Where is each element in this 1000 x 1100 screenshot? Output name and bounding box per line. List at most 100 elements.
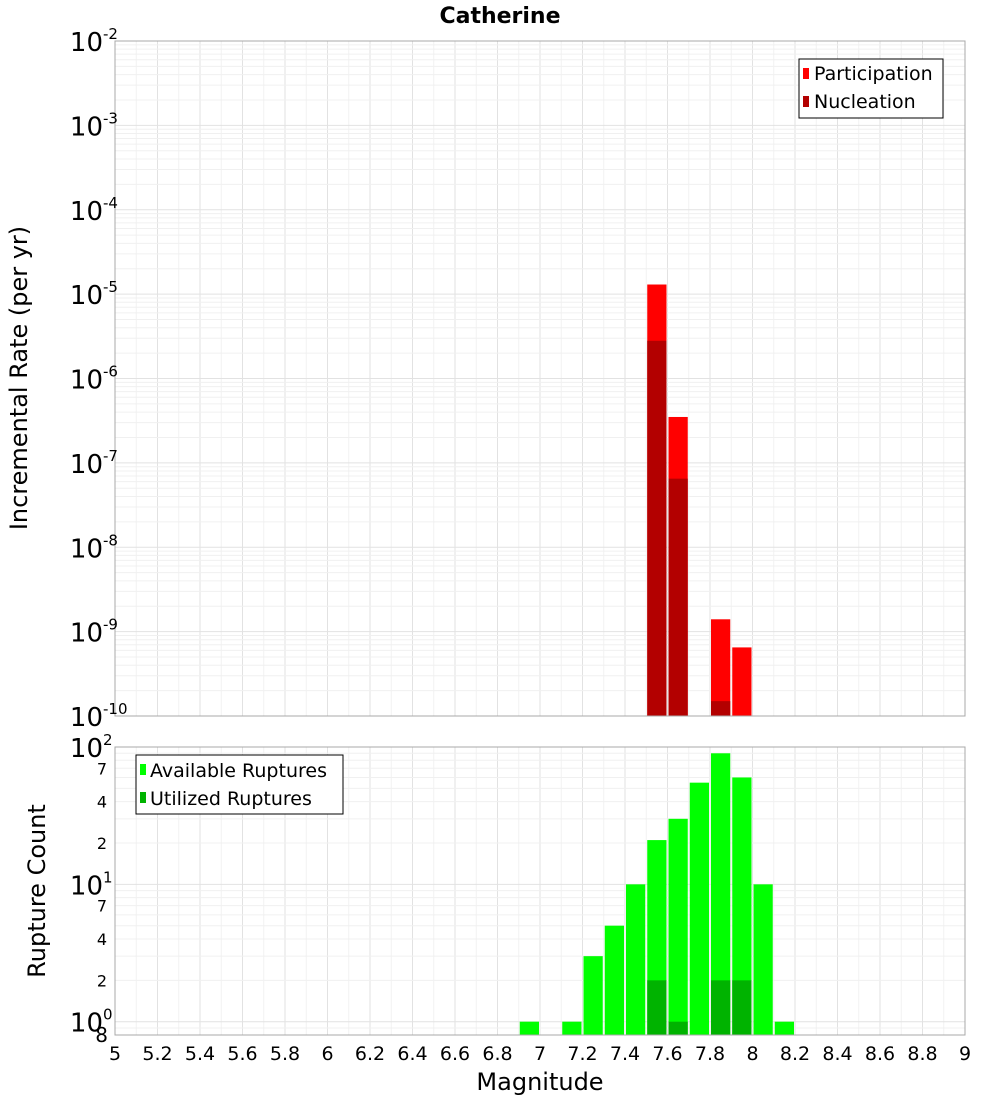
count-legend-box (135, 754, 344, 815)
utilized-bar (732, 980, 752, 1035)
rate-y-tick: 10 -5 (70, 278, 118, 311)
available-bar (562, 1021, 582, 1035)
rate-y-tick-exp: -4 (103, 194, 118, 212)
available-bar (753, 884, 773, 1035)
available-bar (732, 777, 752, 1035)
rate-y-tick-exp: -2 (103, 25, 118, 43)
rate-plot-frame (114, 40, 966, 717)
x-tick-label: 7.4 (610, 1043, 640, 1065)
rate-y-tick: 10 -2 (70, 25, 118, 58)
nucleation-bar (711, 701, 731, 716)
rate-plot-bars (647, 284, 752, 716)
count-plot-legend: Available Ruptures Utilized Ruptures (135, 754, 344, 815)
count-y-tick-exp: 1 (103, 868, 113, 886)
utilized-swatch (140, 792, 146, 803)
rate-legend-box (798, 58, 944, 119)
count-y-tick: 10 0 (70, 1006, 113, 1039)
count-plot-grid (114, 746, 966, 1036)
available-legend-label: Available Ruptures (150, 760, 327, 782)
count-plot-xlabel: Magnitude (476, 1068, 603, 1096)
rate-y-tick-base: 10 (70, 534, 103, 564)
x-tick-label: 7.6 (652, 1043, 682, 1065)
participation-legend-label: Participation (814, 63, 933, 85)
count-y-tick-exp: 2 (103, 731, 113, 749)
utilized-bar (647, 980, 667, 1035)
participation-bar (711, 619, 731, 716)
rate-y-tick-base: 10 (70, 281, 103, 311)
rate-y-tick-exp: -5 (103, 278, 118, 296)
rate-y-tick: 10 -4 (70, 194, 118, 227)
rate-plot-ylabel: Incremental Rate (per yr) (5, 226, 33, 530)
rate-plot-grid (114, 41, 966, 717)
rate-y-tick: 10 -9 (70, 616, 118, 649)
x-tick-label: 8.2 (780, 1043, 810, 1065)
nucleation-legend-label: Nucleation (814, 91, 916, 113)
available-bar (626, 884, 646, 1035)
count-y-minor-label: 8 (95, 1023, 108, 1047)
x-tick-label: 6 (321, 1043, 333, 1065)
count-y-tick: 10 1 (70, 868, 113, 901)
available-bar (604, 925, 624, 1035)
rate-y-tick: 10 -6 (70, 363, 118, 396)
x-tick-label: 5.2 (142, 1043, 172, 1065)
rate-y-tick-base: 10 (70, 197, 103, 227)
available-bar (689, 782, 709, 1035)
rate-y-tick-base: 10 (70, 112, 103, 142)
available-bar (711, 753, 731, 1035)
rate-y-tick-exp: -10 (103, 700, 128, 718)
utilized-bar (668, 1021, 688, 1035)
rate-y-tick-base: 10 (70, 619, 103, 649)
x-tick-label: 8 (746, 1043, 758, 1065)
available-bar (668, 818, 688, 1035)
participation-swatch (803, 68, 809, 79)
rate-y-tick: 10 -3 (70, 109, 118, 142)
available-bar (519, 1021, 539, 1035)
nucleation-bar (668, 478, 688, 716)
count-y-tick-base: 10 (70, 734, 103, 764)
x-tick-label: 8.6 (865, 1043, 895, 1065)
x-tick-label: 6.2 (355, 1043, 385, 1065)
chart-title: Catherine (439, 4, 560, 29)
rate-y-tick: 10 -7 (70, 447, 118, 480)
x-tick-label: 9 (959, 1043, 971, 1065)
x-tick-label: 5.8 (270, 1043, 300, 1065)
x-tick-label: 6.4 (397, 1043, 427, 1065)
rate-plot-y-ticks: 10-210-310-410-510-610-710-810-910-10 (70, 25, 128, 733)
count-y-tick-base: 10 (70, 871, 103, 901)
nucleation-swatch (803, 96, 809, 107)
rate-plot-legend: Participation Nucleation (798, 58, 944, 119)
utilized-bar (711, 980, 731, 1035)
count-plot-ylabel: Rupture Count (23, 804, 51, 978)
available-bar (774, 1021, 794, 1035)
available-swatch (140, 764, 146, 775)
count-y-minor-label: 4 (97, 930, 107, 949)
x-tick-label: 6.8 (482, 1043, 512, 1065)
available-bar (583, 956, 603, 1035)
nucleation-bar (647, 340, 667, 716)
x-tick-label: 8.4 (822, 1043, 852, 1065)
count-y-tick-exp: 0 (103, 1006, 113, 1024)
count-y-minor-label: 2 (97, 834, 107, 853)
rate-y-tick-exp: -6 (103, 363, 118, 381)
utilized-legend-label: Utilized Ruptures (150, 788, 312, 810)
count-y-tick-base: 10 (70, 1009, 103, 1039)
rate-y-tick: 10 -8 (70, 531, 118, 564)
count-y-minor-label: 2 (97, 971, 107, 990)
rate-y-tick-base: 10 (70, 703, 103, 733)
count-y-minor-label: 7 (97, 759, 107, 778)
rate-y-tick-base: 10 (70, 366, 103, 396)
rate-plot: 10-210-310-410-510-610-710-810-910-10 In… (5, 25, 966, 733)
rate-y-tick-exp: -8 (103, 531, 118, 549)
participation-bar (732, 647, 752, 716)
x-tick-label: 6.6 (440, 1043, 470, 1065)
rate-y-tick-base: 10 (70, 450, 103, 480)
x-tick-label: 5.6 (227, 1043, 257, 1065)
rate-y-tick-exp: -9 (103, 616, 118, 634)
x-tick-label: 7.2 (567, 1043, 597, 1065)
x-tick-label: 7.8 (695, 1043, 725, 1065)
count-y-minor-label: 4 (97, 793, 107, 812)
count-plot-frame (114, 746, 966, 1036)
